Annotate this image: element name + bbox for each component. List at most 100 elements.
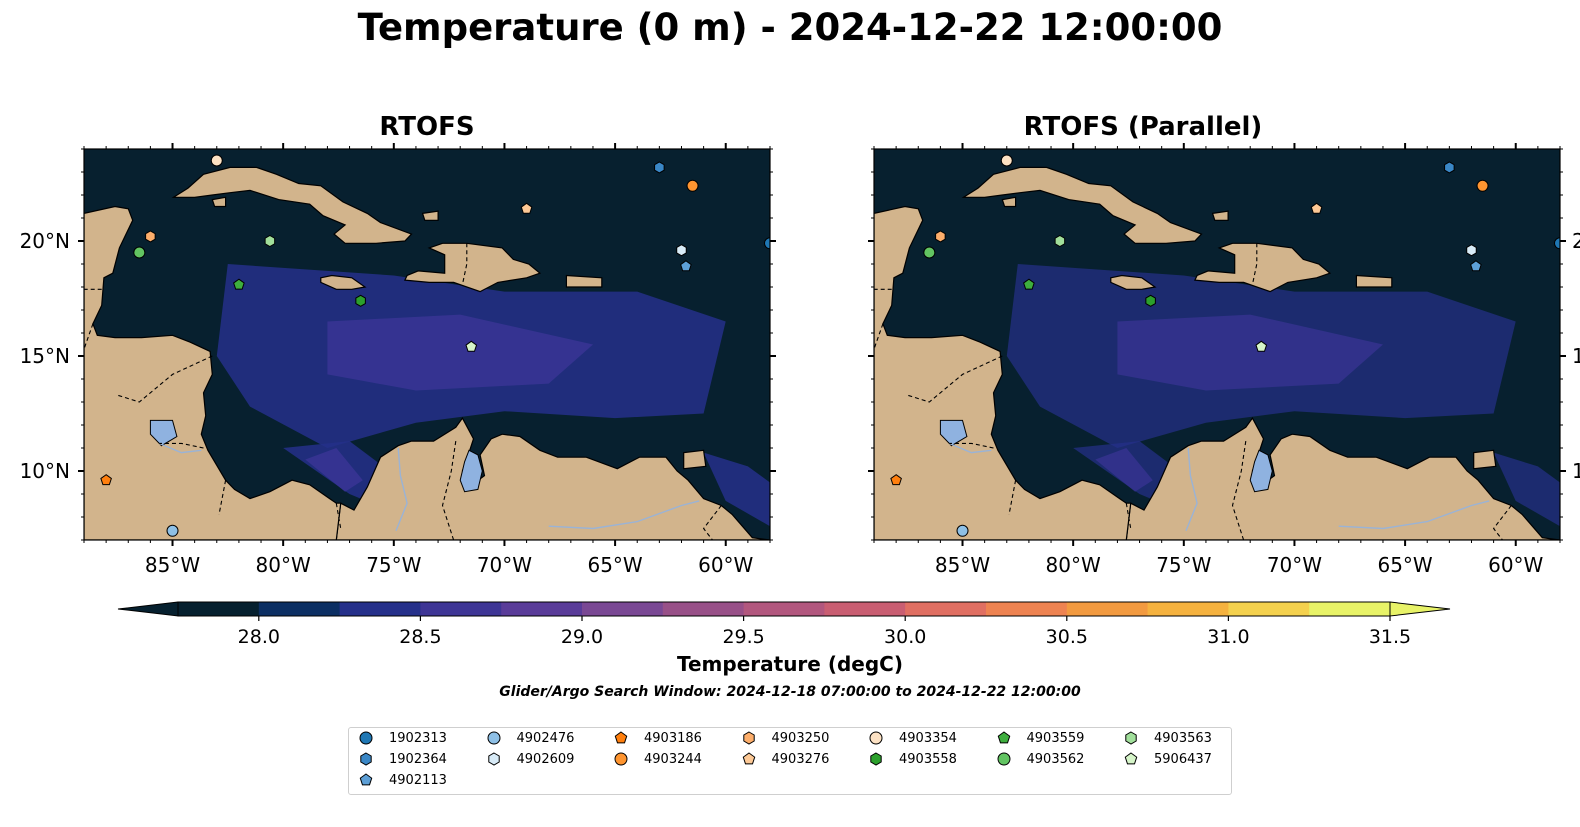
- float-marker-1902364: [1444, 161, 1455, 174]
- legend-label: 4903558: [899, 751, 957, 767]
- colorbar-bin: [420, 602, 502, 616]
- legend-marker: [359, 773, 373, 786]
- legend-entry-4903354: 4903354: [865, 729, 957, 747]
- colorbar-extend-high: [1389, 601, 1451, 617]
- legend-marker-hexagon-icon: [1125, 731, 1137, 745]
- legend-marker-circle-icon: [359, 731, 373, 745]
- sst-warm-region: [1493, 452, 1560, 527]
- legend-entry-4903562: 4903562: [993, 750, 1085, 768]
- lon-tick-label: 85°W: [145, 553, 200, 577]
- land-polygon: [1211, 210, 1229, 221]
- legend-entry-4903558: 4903558: [865, 750, 957, 768]
- legend-entry-4903244: 4903244: [610, 750, 702, 768]
- legend-marker: [614, 752, 628, 766]
- float-marker-4902476: [956, 524, 969, 537]
- lon-tick-label: 60°W: [1488, 553, 1543, 577]
- float-marker-4903563: [264, 234, 276, 248]
- legend-entry-4903276: 4903276: [738, 750, 829, 768]
- map-ticks: [868, 143, 1566, 546]
- colorbar-bin: [1066, 602, 1149, 616]
- legend-marker: [997, 731, 1010, 744]
- legend-marker: [1124, 752, 1138, 765]
- sst-warm-core: [1095, 448, 1153, 492]
- land-polygon: [565, 274, 603, 288]
- legend-marker-pentagon-icon: [614, 731, 628, 744]
- panel-title-rtofs: RTOFS: [379, 112, 475, 142]
- float-marker-4902476: [166, 524, 179, 537]
- sst-warm-core: [327, 314, 593, 391]
- river-line: [548, 500, 700, 530]
- legend-entry-4903559: 4903559: [993, 729, 1084, 747]
- legend-marker-hexagon-icon: [742, 731, 755, 745]
- float-marker-4903559: [1023, 278, 1035, 290]
- float-marker-4903558: [355, 294, 366, 307]
- land-polygon: [320, 274, 367, 290]
- lon-tick-label: 75°W: [366, 553, 421, 577]
- legend-marker-pentagon-icon: [997, 731, 1010, 744]
- map-panel-rtofs: 85°W 80°W 75°W 70°W 65°W 60°W 20°N 15°N 10°N: [20, 143, 776, 577]
- legend-entry-4903250: 4903250: [738, 729, 829, 747]
- legend-entry-1902313: 1902313: [355, 729, 447, 747]
- legend-marker: [997, 752, 1010, 766]
- land-polygon: [1355, 274, 1393, 288]
- border-line: [874, 323, 884, 350]
- border-line: [949, 442, 994, 449]
- river-line: [1185, 447, 1198, 532]
- land-polygon: [84, 205, 342, 540]
- sst-warm-core: [305, 448, 363, 492]
- float-marker-4902609: [1466, 244, 1477, 257]
- float-marker-4903562: [133, 246, 146, 259]
- colorbar-bin: [258, 602, 341, 616]
- legend-entry-4902609: 4902609: [483, 750, 575, 768]
- border-line: [335, 503, 342, 529]
- land-polygon: [403, 242, 542, 293]
- colorbar-bin: [1309, 602, 1391, 616]
- map-frame: [83, 148, 771, 541]
- colorbar: 28.0 28.5 29.0 29.5 30.0 30.5 31.0 31.5: [117, 601, 1451, 648]
- colorbar-bin: [582, 602, 664, 616]
- colorbar-bin: [1147, 602, 1229, 616]
- float-marker-5906437: [1255, 340, 1268, 352]
- legend-label: 4903354: [899, 730, 957, 746]
- land-polygon: [1001, 196, 1017, 208]
- float-marker-1902313: [1554, 237, 1560, 250]
- legend-label: 1902313: [389, 730, 447, 746]
- colorbar-bin: [986, 602, 1068, 616]
- float-marker-4902609: [676, 244, 687, 257]
- float-marker-4903354: [1000, 154, 1013, 167]
- legend-marker: [742, 731, 755, 745]
- legend-marker-hexagon-icon: [487, 752, 500, 766]
- float-marker-4903559: [233, 278, 245, 290]
- float-marker-4903558: [1145, 294, 1156, 307]
- land-polygon: [1110, 274, 1157, 290]
- colorbar-tick-label: 30.0: [884, 626, 926, 648]
- border-line: [1008, 480, 1017, 515]
- colorbar-tick-label: 28.5: [399, 626, 441, 648]
- float-marker-4903354: [210, 154, 223, 167]
- legend-marker: [359, 731, 373, 745]
- border-line: [159, 442, 204, 449]
- legend-label: 5906437: [1154, 751, 1212, 767]
- map-content: [874, 149, 1560, 540]
- border-line: [702, 505, 722, 540]
- map-frame: [873, 148, 1561, 541]
- lake-polygon: [939, 419, 968, 447]
- float-marker-1902364: [654, 161, 665, 174]
- colorbar-bin: [1228, 602, 1310, 616]
- land-polygon: [683, 449, 707, 470]
- legend-entry-4903186: 4903186: [610, 729, 702, 747]
- legend-entry-4902476: 4902476: [483, 729, 574, 747]
- lon-tick-label: 70°W: [477, 553, 532, 577]
- border-line: [1492, 505, 1512, 540]
- legend-label: 4903562: [1026, 751, 1085, 767]
- lon-tick-label: 75°W: [1156, 553, 1211, 577]
- legend-marker: [870, 752, 882, 766]
- legend-label: 4902609: [516, 751, 575, 767]
- float-marker-4903562: [923, 246, 936, 259]
- float-marker-4903186: [890, 474, 902, 486]
- float-marker-4903244: [686, 179, 699, 192]
- legend-marker-circle-icon: [869, 731, 883, 745]
- colorbar-label: Temperature (degC): [677, 652, 903, 676]
- land-polygon: [211, 196, 227, 208]
- land-polygon: [874, 205, 1132, 540]
